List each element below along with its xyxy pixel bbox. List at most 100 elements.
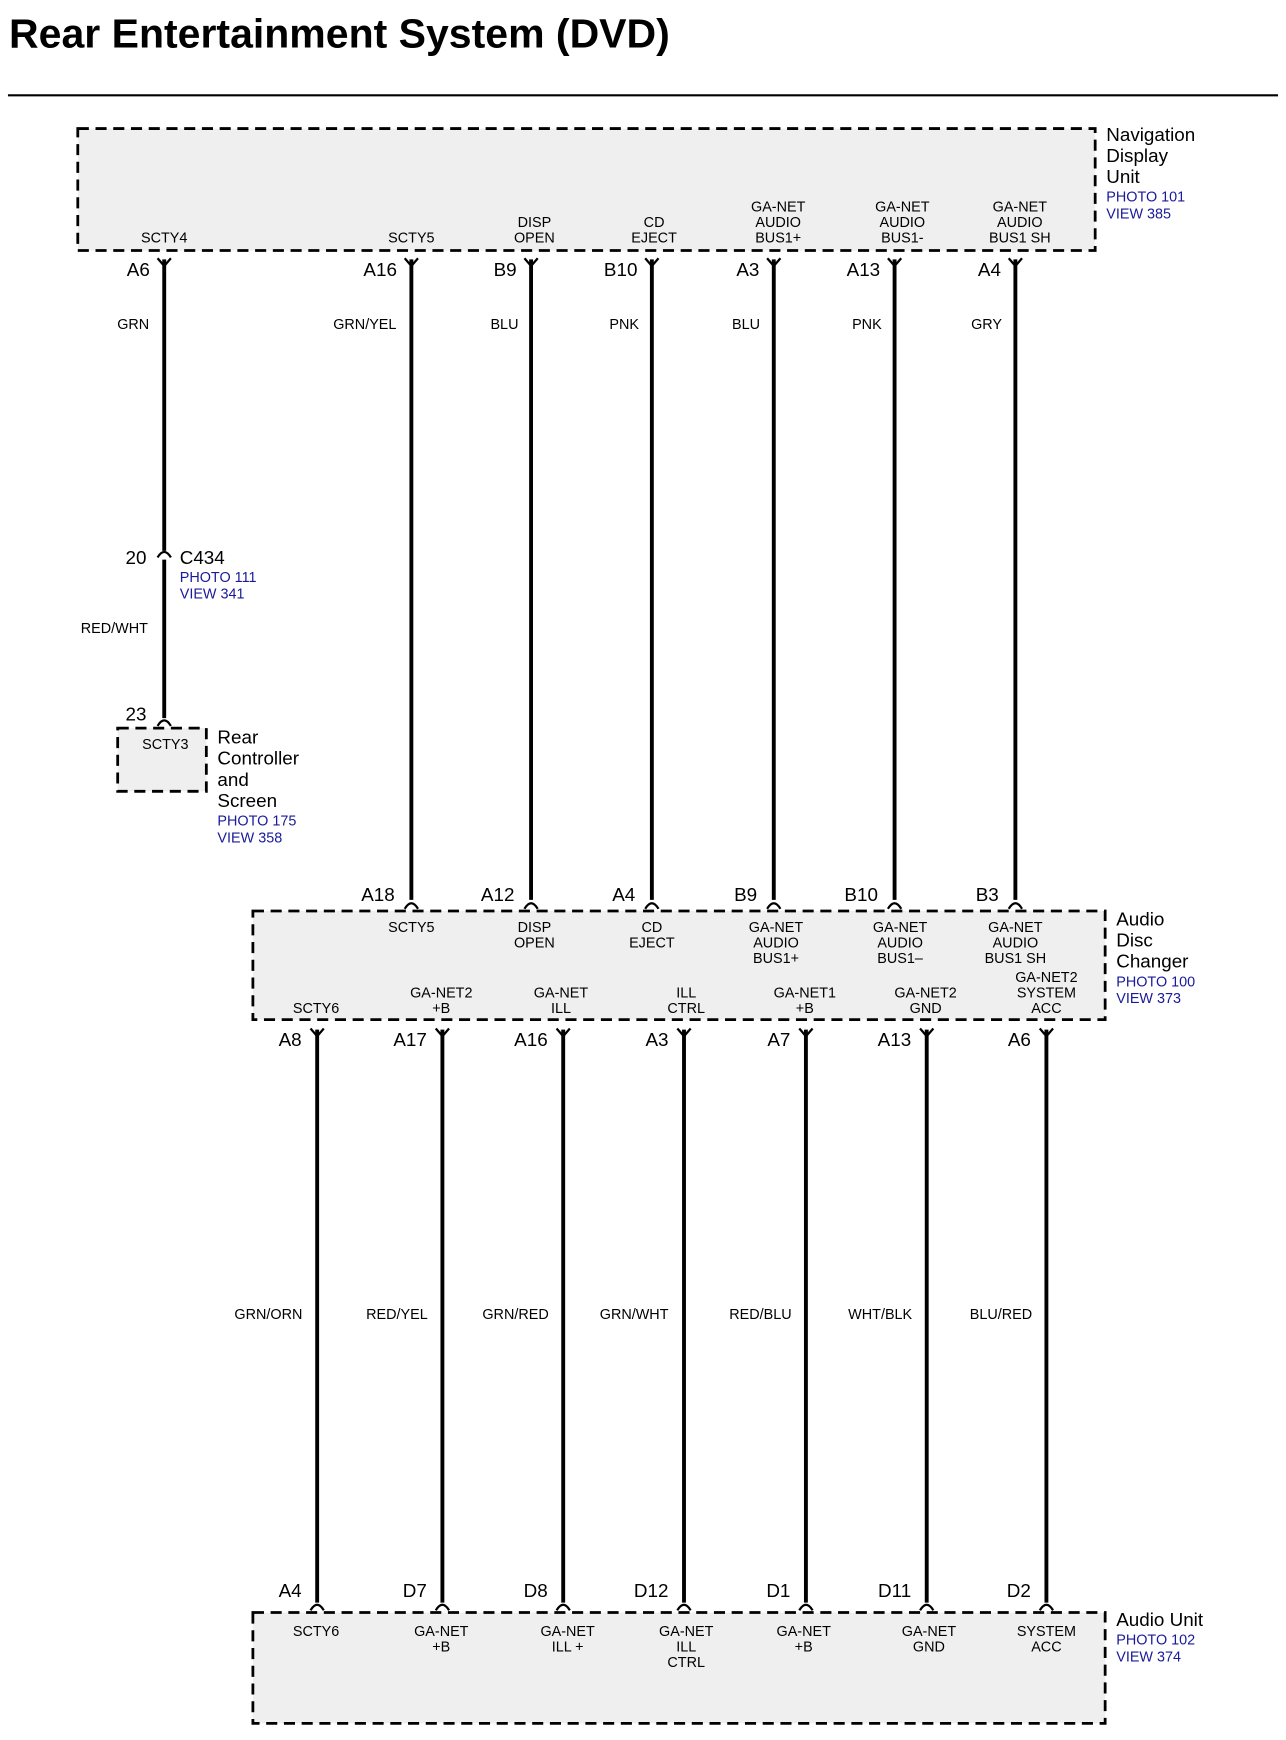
unit-signal-label: GA-NET <box>540 1624 595 1640</box>
unit-signal-label: GND <box>913 1639 945 1655</box>
changer-signal-label: SCTY5 <box>388 920 434 936</box>
changer-signal-label: AUDIO <box>753 936 799 952</box>
view-reference-link: VIEW 341 <box>180 586 245 602</box>
unit-signal-label: +B <box>432 1639 450 1655</box>
nav-signal-label: AUDIO <box>880 215 926 231</box>
unit-pin-label: D8 <box>524 1580 548 1601</box>
changer-pin-label: A8 <box>279 1029 302 1050</box>
wire-color-label: GRN/YEL <box>333 317 396 333</box>
audio-disc-changer-name: Disc <box>1116 929 1153 950</box>
audio-disc-changer-box <box>251 909 1107 1022</box>
wire-color-label: RED/WHT <box>81 621 148 637</box>
nav-signal-label: AUDIO <box>997 215 1043 231</box>
wire-color-label: PNK <box>609 317 639 333</box>
changer-signal-label: SCTY6 <box>293 1001 339 1017</box>
changer-signal-label: GA-NET1 <box>774 985 836 1001</box>
nav-signal-label: GA-NET <box>875 200 930 216</box>
nav-signal-label: EJECT <box>631 231 677 247</box>
changer-signal-label: GA-NET <box>749 920 804 936</box>
unit-signal-label: +B <box>795 1639 813 1655</box>
changer-pin-label: A4 <box>612 884 635 905</box>
wire-color-label: WHT/BLK <box>848 1307 912 1323</box>
rear-controller-box <box>116 726 208 793</box>
photo-reference-link: PHOTO 111 <box>180 570 257 586</box>
changer-pin-label: A7 <box>767 1029 790 1050</box>
male-terminal-icon <box>886 902 903 910</box>
changer-signal-label: BUS1– <box>877 951 923 967</box>
changer-signal-label: BUS1 SH <box>985 951 1047 967</box>
changer-pin-label: A17 <box>393 1029 427 1050</box>
unit-pin-label: D11 <box>878 1580 911 1601</box>
changer-pin-label: A13 <box>878 1029 912 1050</box>
page-title: Rear Entertainment System (DVD) <box>9 11 670 57</box>
wire-color-label: GRN/ORN <box>234 1307 302 1323</box>
wire-color-label: GRN/RED <box>482 1307 548 1323</box>
nav-signal-label: BUS1 SH <box>989 231 1051 247</box>
unit-signal-label: SYSTEM <box>1017 1624 1076 1640</box>
unit-pin-label: D7 <box>403 1580 427 1601</box>
nav-signal-label: SCTY5 <box>388 231 434 247</box>
rear-controller-and-screen-name: Controller <box>217 748 299 769</box>
navigation-display-unit-name: Unit <box>1106 166 1140 187</box>
changer-pin-label: A18 <box>361 884 395 905</box>
changer-signal-label: GA-NET2 <box>1015 970 1077 986</box>
unit-signal-label: ACC <box>1031 1639 1061 1655</box>
navigation-display-unit-box <box>76 127 1097 252</box>
changer-signal-label: ACC <box>1031 1001 1061 1017</box>
unit-pin-label: D12 <box>634 1580 669 1601</box>
wire-color-label: RED/BLU <box>729 1307 791 1323</box>
changer-signal-label: EJECT <box>629 936 675 952</box>
nav-signal-label: GA-NET <box>993 200 1048 216</box>
changer-pin-label: A16 <box>514 1029 548 1050</box>
nav-signal-label: BUS1+ <box>755 231 801 247</box>
nav-pin-label: A4 <box>978 259 1001 280</box>
wire-color-label: BLU <box>732 317 760 333</box>
nav-signal-label: CD <box>644 215 665 231</box>
changer-signal-label: SYSTEM <box>1017 985 1076 1001</box>
rear-controller-and-screen-name: Rear <box>217 727 258 748</box>
male-terminal-icon <box>555 1603 571 1611</box>
unit-signal-label: GA-NET <box>414 1624 469 1640</box>
nav-pin-label: A16 <box>363 259 397 280</box>
wire-color-label: RED/YEL <box>366 1307 428 1323</box>
photo-reference-link: PHOTO 102 <box>1116 1633 1195 1649</box>
male-terminal-icon <box>403 902 419 910</box>
nav-pin-label: B9 <box>494 259 517 280</box>
changer-pin-label: B3 <box>976 884 999 905</box>
unit-signal-label: GA-NET <box>902 1624 957 1640</box>
male-terminal-icon <box>766 902 782 910</box>
changer-signal-label: GA-NET <box>534 985 589 1001</box>
c434-name: C434 <box>180 547 225 568</box>
wire-color-label: BLU <box>490 317 518 333</box>
nav-signal-label: GA-NET <box>751 200 806 216</box>
unit-signal-label: GA-NET <box>777 1624 832 1640</box>
navigation-display-unit-name: Display <box>1106 145 1168 166</box>
male-terminal-icon <box>1038 1603 1055 1611</box>
view-reference-link: VIEW 385 <box>1106 206 1171 222</box>
changer-signal-label: GA-NET <box>988 920 1043 936</box>
male-terminal-icon <box>644 902 660 910</box>
nav-signal-label: SCTY4 <box>141 231 187 247</box>
changer-signal-label: GA-NET2 <box>894 985 956 1001</box>
male-terminal-icon <box>798 1603 814 1611</box>
wire-color-label: GRN/WHT <box>600 1307 669 1323</box>
changer-signal-label: ILL <box>551 1001 571 1017</box>
audio-unit-name: Audio Unit <box>1116 1609 1204 1630</box>
photo-reference-link: PHOTO 101 <box>1106 190 1185 206</box>
unit-signal-label: CTRL <box>667 1655 705 1671</box>
male-terminal-icon <box>1007 902 1023 910</box>
nav-signal-label: BUS1- <box>881 231 924 247</box>
changer-signal-label: GA-NET <box>873 920 928 936</box>
unit-signal-label: GA-NET <box>659 1624 714 1640</box>
nav-signal-label: OPEN <box>514 231 555 247</box>
changer-signal-label: +B <box>432 1001 450 1017</box>
changer-pin-label: A6 <box>1008 1029 1031 1050</box>
changer-signal-label: AUDIO <box>993 936 1039 952</box>
nav-pin-label: A6 <box>127 259 150 280</box>
view-reference-link: VIEW 373 <box>1116 991 1181 1007</box>
audio-unit-box <box>251 1611 1107 1725</box>
photo-reference-link: PHOTO 175 <box>217 814 296 830</box>
male-terminal-icon <box>676 1603 692 1611</box>
